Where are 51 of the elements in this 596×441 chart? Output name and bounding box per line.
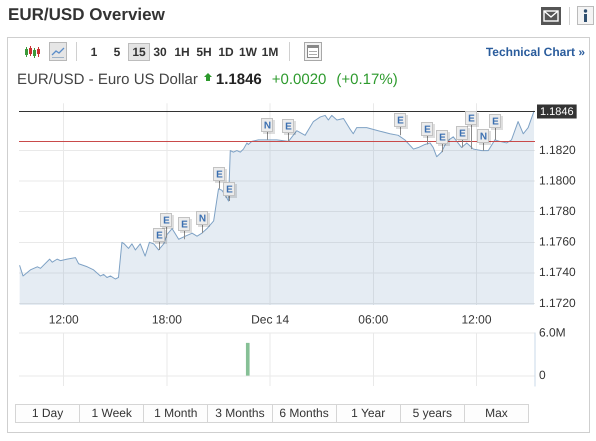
- text: 1H: [174, 45, 190, 59]
- chart-title: EUR/USD - Euro US Dollar: [17, 71, 198, 89]
- annotation: E: [285, 121, 292, 132]
- annotation: E: [216, 169, 224, 180]
- range-button: 5 years: [400, 404, 465, 423]
- text: 1M: [262, 45, 278, 59]
- annotation: E: [226, 184, 234, 196]
- text: 1W: [239, 45, 257, 59]
- annotation: N: [264, 120, 272, 132]
- range-button: 1 Year: [336, 404, 401, 423]
- text: EUR/USD Overview: [8, 4, 165, 26]
- range-button: 1 Week: [79, 404, 144, 423]
- text: +0.0020: [272, 71, 326, 89]
- annotation: E: [439, 132, 446, 144]
- y-tick-label: 1.1780: [539, 204, 576, 218]
- annotation: E: [492, 116, 500, 128]
- y-tick-label: 1.1740: [539, 265, 576, 280]
- y-tick-label: 0: [539, 368, 546, 382]
- range-button: 1 Day: [15, 404, 80, 423]
- x-tick-label: 12:00: [462, 312, 492, 327]
- annotation: E: [397, 115, 404, 126]
- annotation: E: [181, 219, 188, 230]
- x-tick-label: 12:00: [48, 312, 80, 327]
- chart-link: Technical Chart »: [486, 44, 585, 60]
- text: 5H: [196, 45, 212, 59]
- x-tick-label: Dec 14: [251, 312, 290, 327]
- x-tick-label: 06:00: [358, 312, 389, 327]
- range-button: Max: [464, 404, 529, 423]
- ref-line-label: 1.1846: [540, 106, 574, 118]
- range-button: 6 Months: [272, 404, 337, 423]
- y-tick-label: 1.1800: [539, 173, 576, 188]
- annotation: E: [424, 124, 432, 136]
- y-tick-label: 1.1820: [539, 142, 576, 157]
- annotation: E: [156, 230, 164, 242]
- y-tick-label: 1.1760: [539, 234, 576, 249]
- text: 30: [153, 45, 167, 59]
- annotation: E: [468, 113, 476, 124]
- annotation: E: [459, 128, 466, 140]
- range-button: 3 Months: [207, 404, 272, 423]
- text: (+0.17%): [336, 71, 398, 89]
- y-tick-label: 6.0M: [539, 326, 566, 340]
- annotation: N: [480, 131, 488, 142]
- text: 1.1846: [216, 71, 262, 89]
- annotation: N: [198, 213, 206, 224]
- y-tick-label: 1.1720: [539, 296, 576, 310]
- text: 15: [132, 45, 146, 59]
- annotation: E: [163, 215, 170, 226]
- x-tick-label: 18:00: [152, 312, 182, 327]
- text: 1 5: [90, 45, 120, 59]
- range-button: 1 Month: [143, 404, 208, 423]
- text: 1D: [218, 45, 234, 59]
